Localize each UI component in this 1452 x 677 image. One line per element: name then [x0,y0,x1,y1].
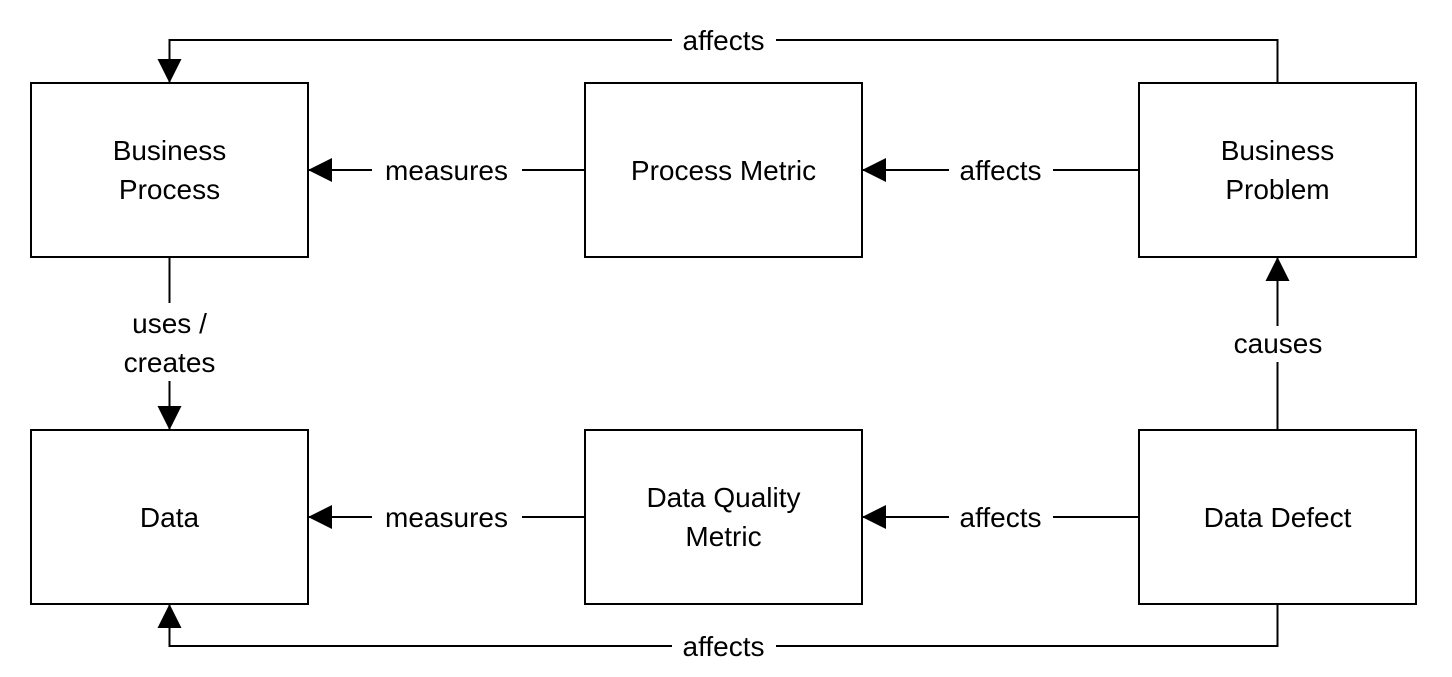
edge-defect-to-data: affects [157,604,1279,662]
edge-defect-to-dq-label: affects [960,502,1042,533]
node-business-problem-label-line1: Business [1221,135,1335,166]
node-business-process-label-line2: Process [119,174,220,205]
edge-defect-to-dq: affects [862,501,1139,533]
node-data-label: Data [140,502,200,533]
edge-problem-to-process-label: affects [683,25,765,56]
node-process-metric-label: Process Metric [631,155,816,186]
node-data-defect-label: Data Defect [1204,502,1352,533]
edge-dq-to-data-label: measures [385,502,508,533]
edge-dq-to-data: measures [308,501,585,533]
node-business-problem-label-line2: Problem [1225,174,1329,205]
node-data: Data [30,429,309,605]
node-data-quality-metric-label-line2: Metric [685,521,761,552]
edge-problem-to-metric-label: affects [960,155,1042,186]
node-process-metric: Process Metric [584,82,863,258]
edge-problem-to-process: affects [157,24,1279,83]
edge-problem-to-metric: affects [862,154,1139,186]
node-data-quality-metric-label-line1: Data Quality [646,482,800,513]
edge-metric-to-process: measures [308,154,585,186]
edge-metric-to-process-label: measures [385,155,508,186]
node-business-process-label-line1: Business [113,135,227,166]
node-data-quality-metric: Data Quality Metric [584,429,863,605]
edge-defect-to-problem-label: causes [1234,328,1323,359]
edge-defect-to-problem: causes [1222,257,1334,430]
edge-process-to-data-label-line2: creates [124,347,216,378]
edge-defect-to-data-label: affects [683,631,765,662]
node-data-defect: Data Defect [1138,429,1417,605]
node-business-problem: Business Problem [1138,82,1417,258]
edge-process-to-data: uses / creates [110,257,230,430]
node-business-process: Business Process [30,82,309,258]
edge-process-to-data-label-line1: uses / [132,308,207,339]
